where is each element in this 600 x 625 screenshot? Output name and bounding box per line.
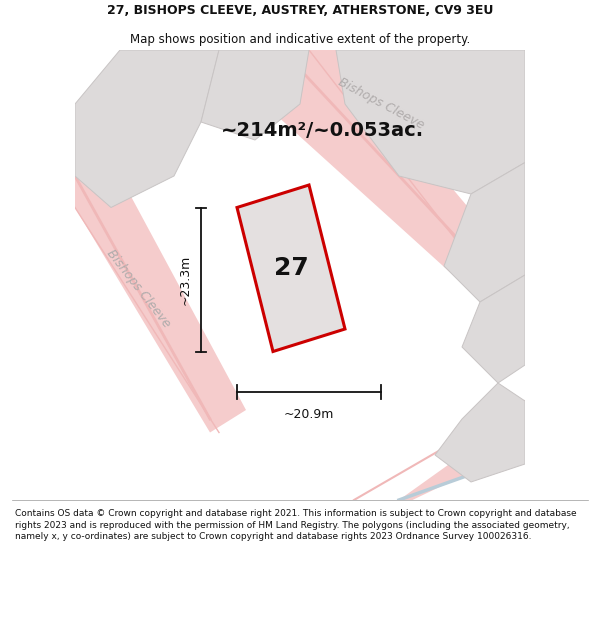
Polygon shape — [336, 50, 525, 194]
Polygon shape — [75, 50, 219, 208]
Polygon shape — [75, 140, 246, 432]
Polygon shape — [336, 410, 525, 500]
Text: ~214m²/~0.053ac.: ~214m²/~0.053ac. — [221, 121, 424, 141]
Polygon shape — [237, 185, 345, 351]
Polygon shape — [201, 50, 309, 140]
Text: 27, BISHOPS CLEEVE, AUSTREY, ATHERSTONE, CV9 3EU: 27, BISHOPS CLEEVE, AUSTREY, ATHERSTONE,… — [107, 4, 493, 18]
Polygon shape — [462, 275, 525, 383]
Text: Bishops Cleeve: Bishops Cleeve — [104, 247, 172, 330]
Text: Contains OS data © Crown copyright and database right 2021. This information is : Contains OS data © Crown copyright and d… — [15, 509, 577, 541]
Text: Map shows position and indicative extent of the property.: Map shows position and indicative extent… — [130, 32, 470, 46]
Polygon shape — [264, 50, 525, 329]
Text: ~20.9m: ~20.9m — [284, 408, 334, 421]
Text: Bishops Cleeve: Bishops Cleeve — [336, 76, 426, 132]
Text: ~23.3m: ~23.3m — [179, 254, 192, 304]
Polygon shape — [435, 383, 525, 482]
Polygon shape — [444, 162, 525, 302]
Text: 27: 27 — [274, 256, 308, 280]
